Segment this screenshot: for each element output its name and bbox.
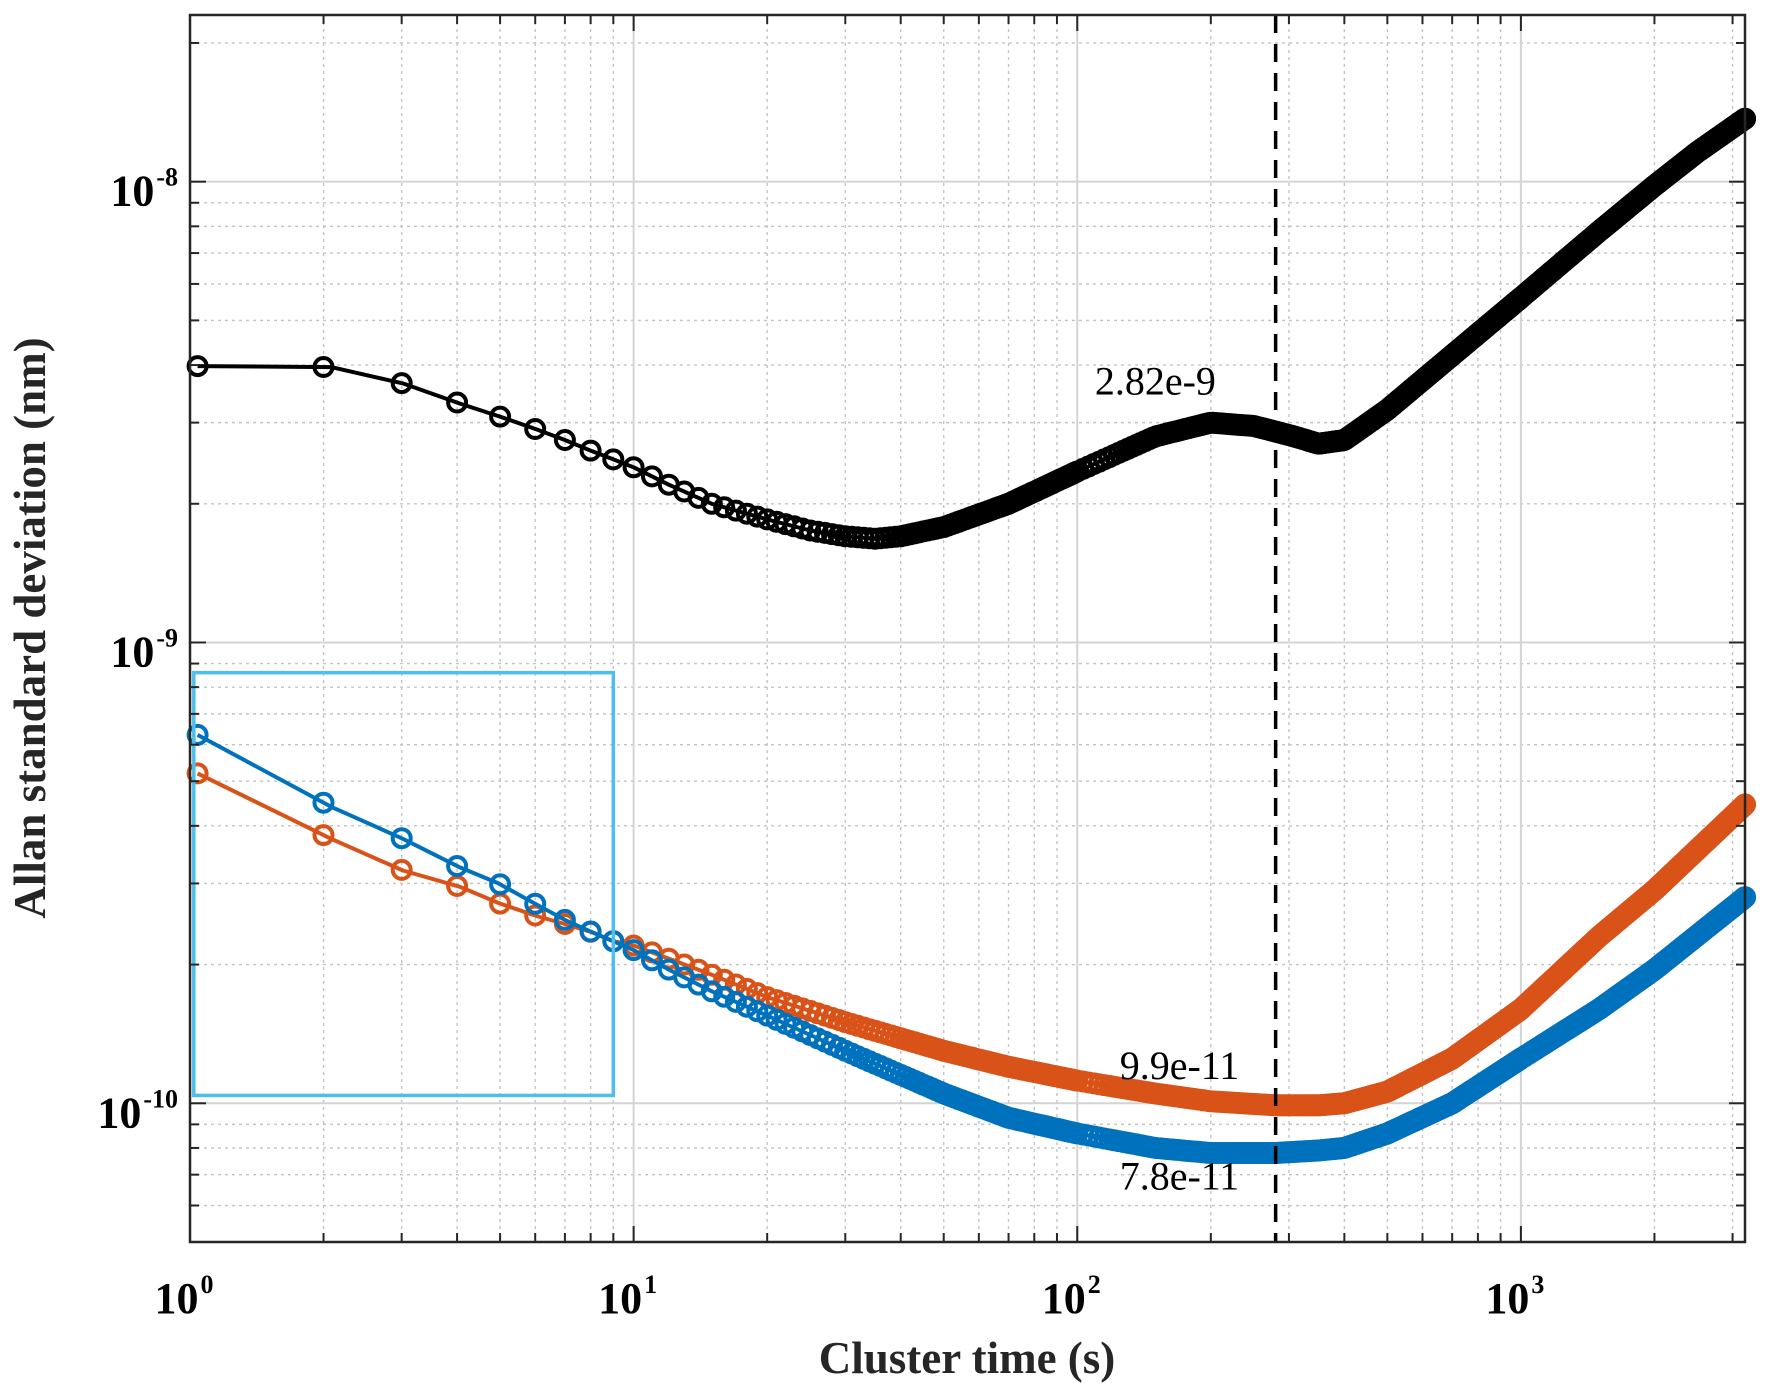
series-blue [186, 723, 1756, 1164]
x-tick-label: 100 [155, 1270, 214, 1323]
marker-orange [524, 904, 547, 927]
marker-black [735, 502, 758, 525]
x-tick-label: 101 [598, 1270, 657, 1323]
marker-black [524, 418, 547, 440]
marker-black [390, 372, 413, 395]
x-tick-label: 102 [1042, 1270, 1101, 1323]
x-axis-title: Cluster time (s) [819, 1333, 1116, 1383]
marker-blue [700, 980, 723, 1003]
marker-blue [524, 892, 547, 915]
marker-blue [446, 855, 469, 877]
marker-black [553, 429, 576, 451]
series-orange [186, 762, 1756, 1117]
marker-blue [390, 827, 413, 850]
marker-black [579, 439, 602, 462]
minor-grid [190, 15, 1745, 1242]
marker-blue [622, 939, 645, 962]
y-tick-label: 10-9 [110, 623, 178, 676]
marker-black [713, 496, 736, 519]
marker-black [622, 456, 645, 479]
marker-blue [735, 995, 758, 1018]
marker-black [700, 492, 723, 515]
marker-blue [579, 920, 602, 943]
series-black [186, 107, 1756, 550]
marker-black [186, 355, 209, 378]
tick-label-layer: 100 101 102 103 10-10 10-9 10-8 [97, 163, 1544, 1323]
marker-black [489, 405, 512, 428]
marker-black [641, 465, 663, 488]
marker-blue [489, 873, 512, 896]
x-tick-label: 103 [1485, 1270, 1544, 1323]
annotation-label: 2.82e-9 [1095, 359, 1216, 404]
annotation-label: 7.8e-11 [1120, 1153, 1240, 1198]
tick-layer [189, 15, 1745, 1242]
marker-black [312, 356, 335, 378]
marker-blue [724, 990, 747, 1013]
series-layer [186, 107, 1756, 1164]
annotation-label: 9.9e-11 [1120, 1043, 1240, 1088]
marker-blue [641, 949, 663, 972]
y-axis-title: Allan standard deviation (nm) [5, 337, 55, 918]
marker-orange [312, 824, 335, 847]
y-tick-label: 10-10 [97, 1084, 178, 1137]
marker-orange [186, 762, 209, 785]
y-tick-label: 10-8 [110, 163, 178, 216]
overlay-layer: 2.82e-9 9.9e-11 7.8e-11 [192, 15, 1278, 1242]
marker-orange [390, 858, 413, 881]
marker-black [746, 505, 769, 528]
marker-blue [312, 791, 335, 814]
marker-black [446, 391, 469, 414]
plot-frame [188, 13, 1747, 1244]
marker-black [724, 499, 747, 522]
marker-blue [713, 985, 736, 1008]
marker-black [602, 448, 625, 471]
marker-blue [553, 908, 576, 931]
